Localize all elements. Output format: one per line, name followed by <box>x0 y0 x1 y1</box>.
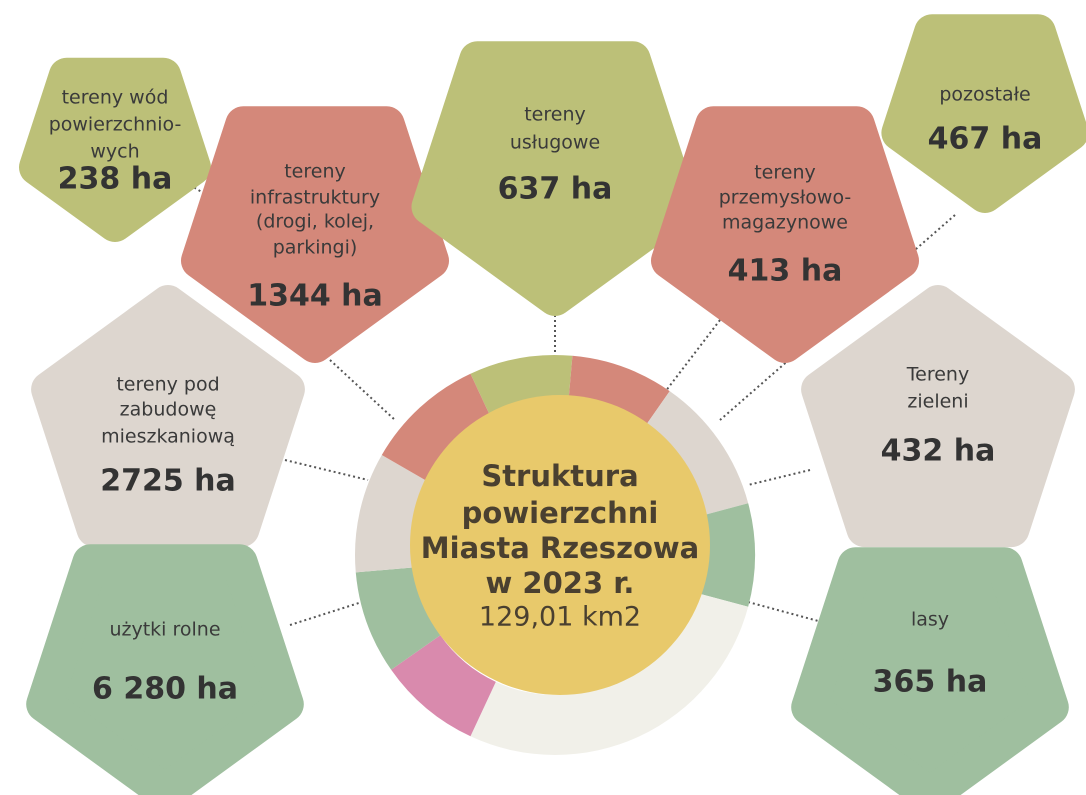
node-label: parkingi) <box>273 237 358 259</box>
node-label: zieleni <box>907 391 968 413</box>
node-value: 467 ha <box>928 122 1043 157</box>
node-label: usługowe <box>510 132 600 154</box>
connector <box>284 459 369 481</box>
node-label: tereny wód <box>62 87 169 109</box>
node-label: pozostałe <box>939 84 1030 106</box>
pentagon <box>181 106 449 363</box>
pentagon <box>801 285 1075 548</box>
center-line: w 2023 r. <box>486 566 635 600</box>
connector <box>664 319 721 393</box>
center-line: Struktura <box>481 459 638 493</box>
ring-segment <box>635 391 749 519</box>
node-value: 6 280 ha <box>92 672 238 707</box>
node-value: 238 ha <box>58 162 173 197</box>
node-label: przemysłowo- <box>719 187 852 209</box>
node-value: 637 ha <box>498 172 613 207</box>
center-total: 129,01 km2 <box>479 602 641 633</box>
node-label: lasy <box>911 609 949 631</box>
pentagon <box>31 285 305 548</box>
node-label: magazynowe <box>722 212 848 234</box>
node-label: mieszkaniową <box>101 426 235 448</box>
node-label: (drogi, kolej, <box>256 211 374 233</box>
center-line: powierzchni <box>462 496 659 530</box>
node-value: 2725 ha <box>100 464 236 499</box>
node-value: 413 ha <box>728 254 843 289</box>
pentagon <box>411 41 699 316</box>
connector <box>289 601 363 626</box>
ring-segment <box>381 373 496 485</box>
pentagon <box>19 57 211 242</box>
connector <box>329 359 396 421</box>
node-label: tereny <box>524 104 586 126</box>
connector <box>747 601 823 623</box>
node-label: tereny <box>284 161 346 183</box>
node-value: 365 ha <box>873 665 988 700</box>
pentagon <box>651 106 919 363</box>
node-label: infrastruktury <box>250 187 380 209</box>
node-label: powierzchnio- <box>49 114 182 136</box>
node-label: wych <box>90 141 139 163</box>
center-line: Miasta Rzeszowa <box>421 531 699 565</box>
pentagon <box>26 544 304 795</box>
pentagon <box>881 14 1086 213</box>
node-label: zabudowę <box>120 399 217 421</box>
node-label: Tereny <box>906 364 969 386</box>
node-value: 432 ha <box>881 434 996 469</box>
pentagon <box>791 547 1069 795</box>
node-label: tereny pod <box>116 374 219 396</box>
center-circle <box>410 395 710 695</box>
ring-segment <box>391 635 496 737</box>
node-label: tereny <box>754 162 816 184</box>
connector <box>747 469 811 486</box>
node-value: 1344 ha <box>247 279 383 314</box>
node-label: użytki rolne <box>109 619 220 641</box>
